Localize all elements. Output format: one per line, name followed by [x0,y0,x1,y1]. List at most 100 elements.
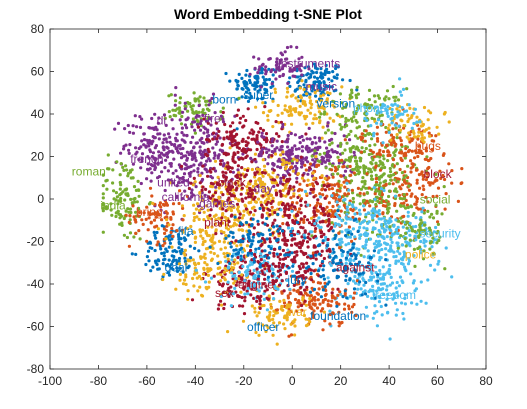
data-point [377,164,381,168]
data-point [288,173,292,177]
data-point [231,224,235,228]
data-point [353,274,357,279]
data-point [140,159,144,163]
data-point [253,75,257,79]
data-point [392,141,396,145]
data-point [192,230,197,235]
data-point [431,194,435,199]
data-point [318,302,322,306]
data-point [325,158,329,162]
data-point [351,279,356,283]
data-point [167,273,172,277]
data-point [359,156,363,161]
data-point [308,230,313,234]
data-point [255,170,259,174]
data-point [344,102,348,107]
data-point [256,219,260,223]
data-point [208,139,212,143]
data-point [128,170,132,174]
data-point [403,265,407,269]
data-point [290,243,294,247]
data-point [196,167,200,171]
data-point [286,61,290,65]
data-point [321,328,325,332]
data-point [311,171,315,175]
data-point [184,118,188,122]
data-point [306,160,310,164]
data-point [254,120,258,125]
data-point [122,168,126,172]
data-point [193,99,197,103]
data-point [352,258,356,262]
data-point [280,111,284,115]
data-point [324,220,328,224]
data-point [210,225,214,229]
data-point [389,246,393,250]
data-point [301,138,305,142]
data-point [217,195,221,199]
data-point [252,226,256,230]
data-point [206,216,210,220]
data-point [404,174,408,178]
data-point [266,162,270,166]
data-point [145,138,149,142]
data-point [363,139,367,143]
data-point [403,180,407,184]
data-point [407,103,411,107]
data-point [168,135,172,139]
data-point [316,269,321,273]
data-point [299,249,303,253]
data-point [167,234,171,238]
data-point [323,297,327,301]
data-point [442,185,446,189]
data-point [419,149,423,153]
data-point [265,308,269,312]
data-point [175,175,179,179]
data-point [213,169,218,173]
data-point [327,209,332,213]
data-point [224,259,228,263]
data-point [398,252,402,256]
data-point [289,229,293,234]
data-point [125,168,129,172]
data-point [390,107,394,112]
data-point [248,232,252,236]
data-point [186,297,190,301]
data-point [125,187,129,191]
data-point [290,203,294,207]
data-point [255,74,259,78]
data-point [293,242,297,246]
data-point [307,168,311,172]
data-point [278,299,282,303]
data-point [308,111,312,115]
data-point [293,333,297,337]
data-point [350,232,354,236]
data-point [351,227,355,231]
data-point [262,297,266,301]
data-point [364,231,368,235]
data-point [233,143,237,147]
data-point [432,230,436,234]
data-point [362,226,366,230]
data-point [178,266,182,270]
data-point [142,211,146,215]
data-point [258,262,262,266]
data-point [271,221,275,225]
data-point [304,168,308,172]
data-point [190,125,194,129]
data-point [160,218,164,222]
data-point [434,134,438,138]
word-label-security: security [419,226,460,240]
data-point [244,220,249,225]
data-point [244,73,248,77]
data-point [317,287,321,291]
data-point [183,256,187,260]
data-point [312,218,316,223]
data-point [392,135,396,140]
data-point [374,173,378,177]
data-point [196,125,200,129]
data-point [173,93,177,97]
data-point [307,265,311,269]
data-point [336,287,340,291]
data-point [239,254,243,258]
